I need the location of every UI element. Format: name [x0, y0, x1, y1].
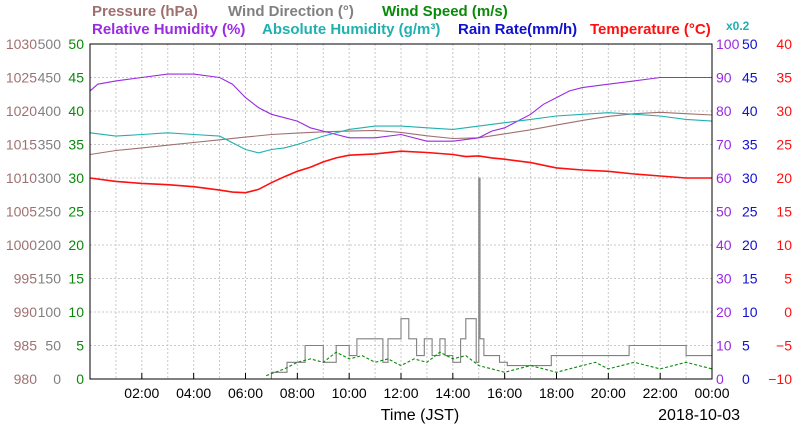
- x-tick-label: 08:00: [280, 385, 315, 401]
- rain-rate-tick-label: 50: [742, 36, 758, 52]
- pressure-tick-label: 1000: [6, 237, 37, 253]
- x-tick-label: 06:00: [228, 385, 263, 401]
- x-tick-label: 16:00: [487, 385, 522, 401]
- series-wind-direction-line: [90, 177, 712, 380]
- legend-pressure: Pressure (hPa): [92, 3, 198, 20]
- rain-rate-tick-label: 20: [742, 237, 758, 253]
- temperature-tick-label: 10: [776, 237, 792, 253]
- wind-speed-tick-label: 40: [68, 103, 84, 119]
- axes: 02:00 04:00 06:00 08:00 10:00 12:00 14:00 16:00…: [6, 36, 792, 401]
- humidity-tick-label: 10: [716, 338, 732, 354]
- temperature-tick-label: 0: [784, 304, 792, 320]
- rain-rate-tick-label: 30: [742, 170, 758, 186]
- series-relative-humidity-line: [89, 73, 712, 142]
- temperature-tick-label: −10: [768, 371, 792, 387]
- wind-speed-tick-label: 10: [68, 304, 84, 320]
- temperature-tick-label: −5: [776, 338, 792, 354]
- wind-speed-tick-label: 0: [76, 371, 84, 387]
- x-tick-label: 00:00: [694, 385, 729, 401]
- x-tick-label: 12:00: [383, 385, 418, 401]
- pressure-tick-label: 990: [14, 304, 38, 320]
- x-tick-label: 22:00: [643, 385, 678, 401]
- rain-rate-tick-label: 35: [742, 137, 758, 153]
- rain-rate-tick-label: 40: [742, 103, 758, 119]
- legend-abs-humidity-scale: x0.2: [726, 19, 750, 33]
- x-tick-label: 02:00: [124, 385, 159, 401]
- series-temperature-c-line: [89, 150, 712, 194]
- wind-speed-tick-label: 25: [68, 204, 84, 220]
- date-label: 2018-10-03: [658, 407, 740, 424]
- wind-speed-tick-label: 50: [68, 36, 84, 52]
- wind-speed-tick-label: 35: [68, 137, 84, 153]
- wind-direction-tick-label: 0: [53, 371, 61, 387]
- wind-direction-tick-label: 50: [45, 338, 61, 354]
- legend-relative-humidity: Relative Humidity (%): [92, 21, 245, 38]
- wind-speed-tick-label: 30: [68, 170, 84, 186]
- humidity-tick-label: 0: [716, 371, 724, 387]
- temperature-tick-label: 5: [784, 271, 792, 287]
- pressure-tick-label: 1020: [6, 103, 37, 119]
- rain-rate-tick-label: 10: [742, 304, 758, 320]
- humidity-tick-label: 50: [716, 204, 732, 220]
- legend-wind-direction: Wind Direction (°): [228, 3, 354, 20]
- temperature-tick-label: 20: [776, 170, 792, 186]
- legend-absolute-humidity: Absolute Humidity (g/m³): [262, 21, 440, 38]
- rain-rate-tick-label: 15: [742, 271, 758, 287]
- humidity-tick-label: 60: [716, 170, 732, 186]
- temperature-tick-label: 15: [776, 204, 792, 220]
- temperature-tick-label: 35: [776, 70, 792, 86]
- pressure-tick-label: 1010: [6, 170, 37, 186]
- pressure-tick-label: 985: [14, 338, 38, 354]
- temperature-tick-label: 40: [776, 36, 792, 52]
- temperature-tick-label: 30: [776, 103, 792, 119]
- wind-speed-tick-label: 15: [68, 271, 84, 287]
- humidity-tick-label: 100: [716, 36, 740, 52]
- humidity-tick-label: 20: [716, 304, 732, 320]
- pressure-tick-label: 1025: [6, 70, 37, 86]
- wind-direction-tick-label: 100: [38, 304, 62, 320]
- legend-rain-rate: Rain Rate(mm/h): [458, 21, 577, 38]
- wind-speed-tick-label: 5: [76, 338, 84, 354]
- humidity-tick-label: 30: [716, 271, 732, 287]
- wind-direction-tick-label: 250: [38, 204, 62, 220]
- wind-direction-tick-label: 400: [38, 103, 62, 119]
- pressure-tick-label: 995: [14, 271, 38, 287]
- humidity-tick-label: 40: [716, 237, 732, 253]
- rain-rate-tick-label: 45: [742, 70, 758, 86]
- wind-direction-tick-label: 450: [38, 70, 62, 86]
- legend-wind-speed: Wind Speed (m/s): [382, 3, 508, 20]
- humidity-tick-label: 80: [716, 103, 732, 119]
- humidity-tick-label: 70: [716, 137, 732, 153]
- series-wind-speed-m-s-line: [266, 351, 713, 377]
- wind-direction-tick-label: 200: [38, 237, 62, 253]
- temperature-tick-label: 25: [776, 137, 792, 153]
- wind-speed-tick-label: 20: [68, 237, 84, 253]
- wind-speed-tick-label: 45: [68, 70, 84, 86]
- rain-rate-tick-label: 25: [742, 204, 758, 220]
- rain-rate-tick-label: 0: [742, 371, 750, 387]
- series-pressure-hpa-line: [89, 111, 713, 156]
- pressure-tick-label: 1030: [6, 36, 37, 52]
- humidity-tick-label: 90: [716, 70, 732, 86]
- wind-direction-tick-label: 500: [38, 36, 62, 52]
- wind-direction-tick-label: 300: [38, 170, 62, 186]
- x-tick-label: 10:00: [332, 385, 367, 401]
- legend-temperature: Temperature (°C): [590, 21, 711, 38]
- pressure-tick-label: 1005: [6, 204, 37, 220]
- wind-direction-tick-label: 150: [38, 271, 62, 287]
- x-tick-label: 14:00: [435, 385, 470, 401]
- wind-direction-tick-label: 350: [38, 137, 62, 153]
- pressure-tick-label: 980: [14, 371, 38, 387]
- pressure-tick-label: 1015: [6, 137, 37, 153]
- x-axis-title: Time (JST): [381, 407, 460, 424]
- rain-rate-tick-label: 5: [742, 338, 750, 354]
- x-tick-label: 04:00: [176, 385, 211, 401]
- x-tick-label: 20:00: [591, 385, 626, 401]
- plot-frame: [89, 43, 713, 380]
- x-tick-label: 18:00: [539, 385, 574, 401]
- series-absolute-humidity-g-m-line: [89, 112, 713, 154]
